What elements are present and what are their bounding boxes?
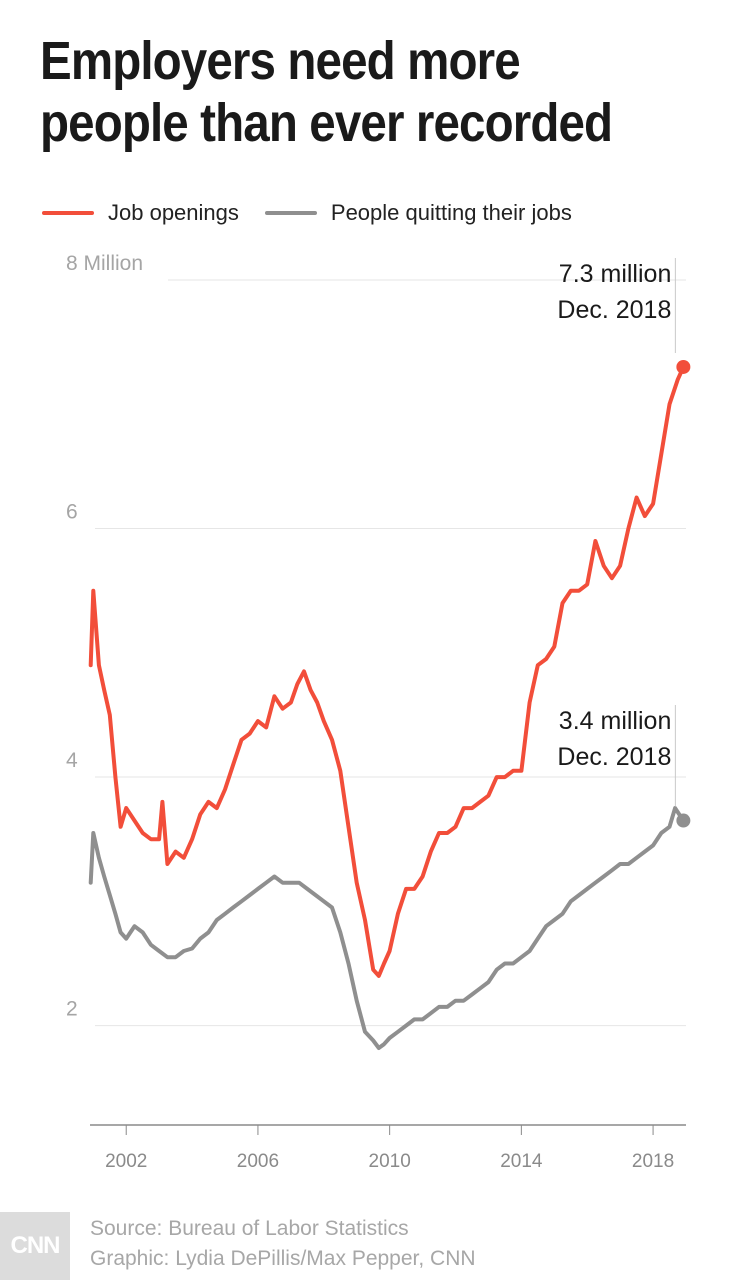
x-tick-label: 2018 bbox=[632, 1151, 674, 1172]
y-tick-label: 4 bbox=[66, 749, 78, 772]
series-line-job-openings bbox=[88, 365, 686, 978]
y-tick-label: 6 bbox=[66, 501, 78, 524]
legend: Job openings People quitting their jobs bbox=[42, 198, 598, 228]
annotation-date: Dec. 2018 bbox=[557, 743, 671, 771]
legend-swatch-gray bbox=[264, 211, 317, 215]
end-point-marker bbox=[676, 813, 691, 828]
legend-label: People quitting their jobs bbox=[330, 200, 572, 225]
x-tick-label: 2014 bbox=[500, 1151, 543, 1172]
y-tick-label: 8 Million bbox=[66, 252, 143, 275]
chart-title: Employers need more people than ever rec… bbox=[40, 31, 613, 153]
x-tick-label: 2006 bbox=[237, 1151, 279, 1172]
cnn-logo: CNN bbox=[0, 1212, 70, 1280]
legend-item-quits: People quitting their jobs bbox=[264, 200, 572, 226]
graphic-credit: Graphic: Lydia DePillis/Max Pepper, CNN bbox=[90, 1247, 476, 1270]
footer: CNN Source: Bureau of Labor Statistics G… bbox=[0, 1208, 750, 1280]
line-chart: 8 Million 6 4 2 2002 2006 2010 2014 2018 7.3 mill… bbox=[66, 252, 691, 1172]
x-tick-label: 2010 bbox=[369, 1151, 411, 1172]
end-point-marker bbox=[676, 359, 691, 374]
y-tick-label: 2 bbox=[66, 998, 78, 1021]
annotation-value: 7.3 million bbox=[559, 260, 672, 288]
annotation-value: 3.4 million bbox=[559, 707, 672, 735]
annotation-date: Dec. 2018 bbox=[557, 296, 671, 324]
legend-swatch-red bbox=[42, 211, 94, 215]
credits: Source: Bureau of Labor Statistics Graph… bbox=[90, 1214, 476, 1274]
source-text: Source: Bureau of Labor Statistics bbox=[90, 1217, 409, 1240]
x-tick-label: 2002 bbox=[105, 1151, 147, 1172]
legend-label: Job openings bbox=[108, 200, 239, 225]
series-line-quits bbox=[88, 806, 686, 1050]
legend-item-job-openings: Job openings bbox=[42, 200, 239, 226]
